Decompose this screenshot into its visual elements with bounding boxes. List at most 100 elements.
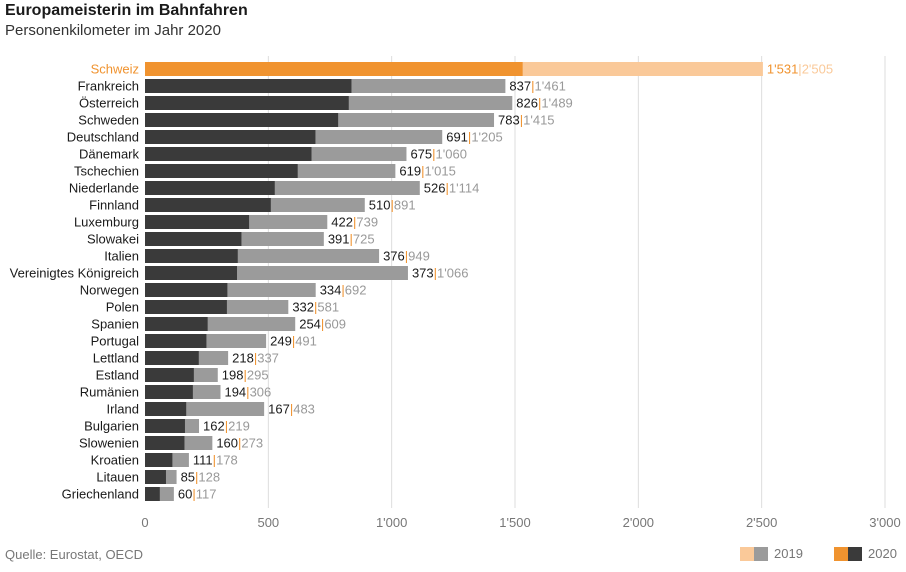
value-label-separator: | <box>520 113 523 128</box>
value-label-2020: 194 <box>224 385 246 400</box>
bar-2020 <box>145 249 238 263</box>
value-label-separator: | <box>353 215 356 230</box>
value-label-2020: 334 <box>320 283 342 298</box>
value-label: 218|337 <box>232 351 279 366</box>
value-label-2020: 373 <box>412 266 434 281</box>
legend-2019-label: 2019 <box>774 546 803 561</box>
category-label: Italien <box>104 249 139 264</box>
value-label-2020: 783 <box>498 113 520 128</box>
category-label: Irland <box>106 402 139 417</box>
value-label: 254|609 <box>299 317 346 332</box>
value-label-2019: 609 <box>324 317 346 332</box>
value-label-separator: | <box>213 453 216 468</box>
value-label-2020: 391 <box>328 232 350 247</box>
value-label-2020: 162 <box>203 419 225 434</box>
bar-2020 <box>145 453 173 467</box>
legend-2019-swatch <box>754 546 768 561</box>
value-label-2020: 376 <box>383 249 405 264</box>
value-label-2020: 691 <box>446 130 468 145</box>
value-label-2019: 1'066 <box>437 266 468 281</box>
value-label-2020: 675 <box>410 147 432 162</box>
value-label-2020: 198 <box>222 368 244 383</box>
bar-2020 <box>145 385 193 399</box>
category-label: Rumänien <box>80 385 139 400</box>
value-label-2020: 85 <box>181 470 195 485</box>
bar-2020 <box>145 181 275 195</box>
value-label-separator: | <box>238 436 241 451</box>
x-tick-label: 2'500 <box>746 515 777 530</box>
value-label-2019: 273 <box>241 436 263 451</box>
value-label-2019: 1'060 <box>436 147 467 162</box>
value-label: 85|128 <box>181 470 221 485</box>
value-label: 619|1'015 <box>399 164 456 179</box>
value-label: 60|117 <box>178 487 217 502</box>
legend-2020-label: 2020 <box>868 546 897 561</box>
value-label-2020: 218 <box>232 351 254 366</box>
value-label-separator: | <box>445 181 448 196</box>
category-label: Griechenland <box>62 487 139 502</box>
value-label-separator: | <box>531 79 534 94</box>
legend-2019-swatch-highlight <box>740 546 754 561</box>
value-label-2020: 332 <box>292 300 314 315</box>
bar-2020 <box>145 113 339 127</box>
value-label: 167|483 <box>268 402 315 417</box>
value-label-separator: | <box>292 334 295 349</box>
value-label: 1'531|2'505 <box>767 62 833 77</box>
value-label: 837|1'461 <box>509 79 566 94</box>
value-label-2020: 160 <box>216 436 238 451</box>
value-label: 675|1'060 <box>410 147 467 162</box>
bar-2020 <box>145 300 227 314</box>
x-tick-label: 3'000 <box>869 515 900 530</box>
value-label-separator: | <box>341 283 344 298</box>
value-label-separator: | <box>254 351 257 366</box>
bar-2020 <box>145 436 185 450</box>
bar-2020 <box>145 147 312 161</box>
source-note: Quelle: Eurostat, OECD <box>5 547 143 562</box>
bar-2020 <box>145 266 238 280</box>
category-label: Schweiz <box>91 62 139 77</box>
value-label-2019: 306 <box>250 385 272 400</box>
value-label-2019: 1'489 <box>541 96 572 111</box>
chart-subtitle: Personenkilometer im Jahr 2020 <box>5 22 221 39</box>
bar-2020 <box>145 487 160 501</box>
x-tick-label: 1'000 <box>376 515 407 530</box>
value-label-2019: 1'205 <box>471 130 502 145</box>
value-label-2019: 1'114 <box>449 181 479 196</box>
value-label-2020: 60 <box>178 487 192 502</box>
category-label: Litauen <box>96 470 139 485</box>
bar-2020 <box>145 283 228 297</box>
category-label: Luxemburg <box>74 215 139 230</box>
value-label: 198|295 <box>222 368 269 383</box>
value-label-2019: 491 <box>295 334 317 349</box>
value-label-2020: 510 <box>369 198 391 213</box>
category-label: Deutschland <box>67 130 139 145</box>
value-label-2020: 526 <box>424 181 446 196</box>
value-label: 332|581 <box>292 300 339 315</box>
category-label: Polen <box>106 300 139 315</box>
value-label-2019: 692 <box>345 283 367 298</box>
value-label: 422|739 <box>331 215 378 230</box>
value-label-2019: 337 <box>257 351 279 366</box>
bar-2020 <box>145 79 352 93</box>
category-label: Spanien <box>91 317 139 332</box>
category-label: Frankreich <box>78 79 139 94</box>
value-label-2020: 254 <box>299 317 321 332</box>
x-tick-label: 1'500 <box>499 515 530 530</box>
value-label-2020: 422 <box>331 215 353 230</box>
value-label-2020: 826 <box>516 96 538 111</box>
bar-2020 <box>145 334 207 348</box>
value-label-separator: | <box>243 368 246 383</box>
value-label: 111|178 <box>193 453 238 468</box>
value-label-separator: | <box>195 470 198 485</box>
value-label-2020: 249 <box>270 334 292 349</box>
value-label-separator: | <box>538 96 541 111</box>
value-label-separator: | <box>390 198 393 213</box>
category-label: Dänemark <box>79 147 139 162</box>
value-label: 162|219 <box>203 419 250 434</box>
value-label: 249|491 <box>270 334 317 349</box>
value-label-separator: | <box>225 419 228 434</box>
value-label-separator: | <box>290 402 293 417</box>
value-label-separator: | <box>421 164 424 179</box>
category-label: Slowakei <box>87 232 139 247</box>
category-label: Tschechien <box>74 164 139 179</box>
